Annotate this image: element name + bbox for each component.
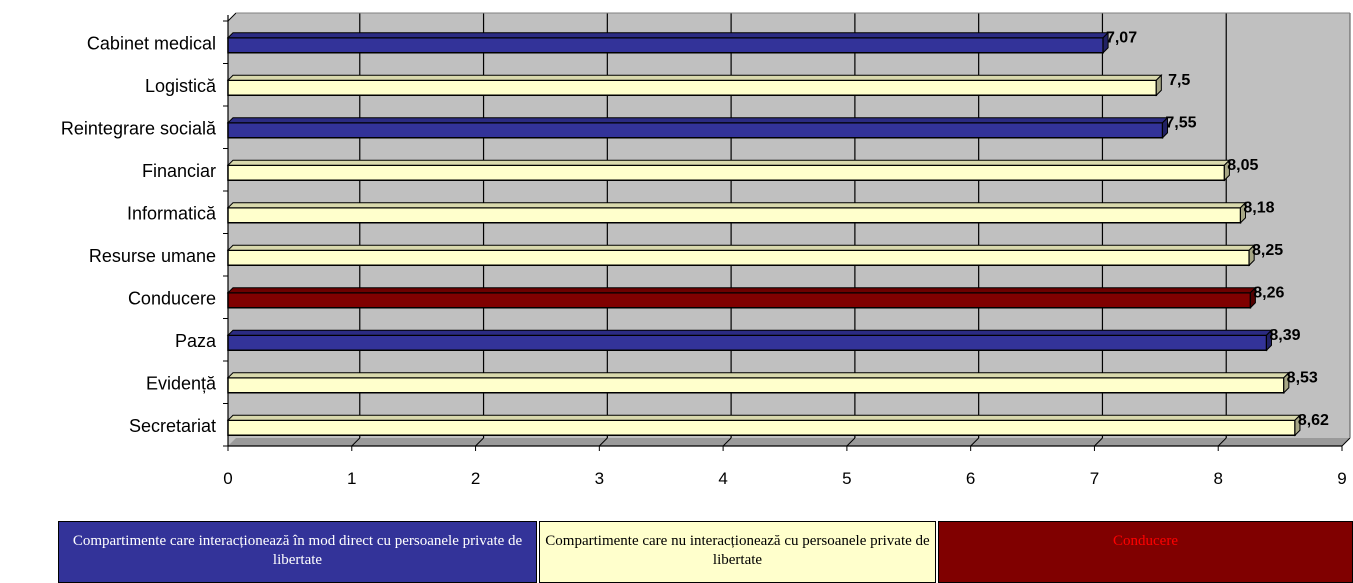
x-tick-label: 1: [347, 469, 356, 488]
gridline-floor: [351, 437, 361, 447]
bar-top: [226, 74, 1163, 81]
plot-floor: [228, 438, 1350, 446]
bar-end: [1265, 329, 1272, 352]
x-tick-label: 8: [1213, 469, 1222, 488]
bar: [227, 419, 1296, 436]
gridline-floor: [475, 437, 484, 447]
x-tick-label: 0: [223, 469, 232, 488]
bar-top: [226, 159, 1231, 166]
bar-chart: 0 1 2 3 4 5 6 7 8 9 Cabinet medical 7,07 Logistică 7,…: [61, 12, 1351, 488]
bar-top: [226, 329, 1273, 336]
legend-direct: Compartimente care interacționează în mo…: [58, 521, 537, 583]
data-label: 8,26: [1253, 284, 1284, 301]
legend-indirect-label: Compartimente care nu interacționează cu…: [545, 533, 930, 568]
bar-end: [1249, 286, 1256, 309]
category-label: Secretariat: [129, 416, 216, 436]
legend-lead: Conducere: [938, 521, 1353, 583]
category-label: Evidență: [146, 373, 217, 393]
category-label: Financiar: [142, 161, 216, 181]
bar: [227, 377, 1285, 394]
bar-end: [1294, 414, 1301, 437]
gridline-floor: [722, 437, 732, 447]
gridline-floor: [1217, 437, 1227, 447]
category-label: Informatică: [127, 203, 217, 223]
x-tick-label: 5: [842, 469, 851, 488]
x-tick-label: 9: [1337, 469, 1346, 488]
bar-top: [226, 287, 1257, 294]
bar-top: [226, 414, 1302, 421]
bar: [227, 79, 1158, 96]
x-tick-label: 2: [471, 469, 480, 488]
category-label: Conducere: [128, 288, 216, 308]
bar-top: [226, 202, 1247, 209]
data-label: 7,07: [1106, 29, 1137, 46]
bar-end: [1283, 371, 1290, 394]
legend-indirect: Compartimente care nu interacționează cu…: [539, 521, 936, 583]
category-label: Logistică: [145, 76, 217, 96]
data-label: 8,18: [1243, 199, 1274, 216]
bar-top: [226, 372, 1291, 379]
bar-top: [226, 117, 1169, 124]
bar: [227, 37, 1104, 54]
data-label: 7,55: [1165, 114, 1196, 131]
category-label: Paza: [175, 331, 217, 351]
bar-top: [226, 244, 1256, 251]
gridline-floor: [1341, 437, 1351, 447]
x-tick-label: 4: [718, 469, 727, 488]
plot-corner-line: [227, 12, 237, 22]
bar: [227, 334, 1268, 351]
category-label: Reintegrare socială: [61, 118, 217, 138]
x-tick-label: 7: [1090, 469, 1099, 488]
data-label: 7,5: [1168, 72, 1190, 89]
data-label: 8,05: [1227, 157, 1258, 174]
legend-lead-label: Conducere: [1113, 533, 1178, 549]
bar-end: [1240, 201, 1247, 224]
x-tick-label: 6: [966, 469, 975, 488]
gridline-floor: [1094, 437, 1103, 447]
bar-end: [1223, 159, 1230, 182]
bar-end: [1155, 74, 1162, 97]
data-label: 8,25: [1252, 242, 1283, 259]
data-label: 8,62: [1298, 412, 1329, 429]
bar: [227, 292, 1252, 309]
bar-top: [226, 32, 1110, 39]
gridline-floor: [846, 437, 856, 447]
bar: [227, 122, 1164, 139]
bar: [227, 249, 1250, 266]
bar-end: [1102, 31, 1109, 54]
data-label: 8,53: [1287, 369, 1318, 386]
bar: [227, 207, 1242, 224]
category-label: Cabinet medical: [87, 33, 216, 53]
bar-end: [1162, 116, 1169, 139]
category-label: Resurse umane: [89, 246, 216, 266]
x-tick-label: 3: [595, 469, 604, 488]
gridline-floor: [598, 437, 608, 447]
legend-direct-label: Compartimente care interacționează în mo…: [72, 533, 523, 568]
bar: [227, 164, 1226, 181]
bar-end: [1248, 244, 1255, 267]
gridline-floor: [970, 437, 980, 447]
data-label: 8,39: [1269, 327, 1300, 344]
